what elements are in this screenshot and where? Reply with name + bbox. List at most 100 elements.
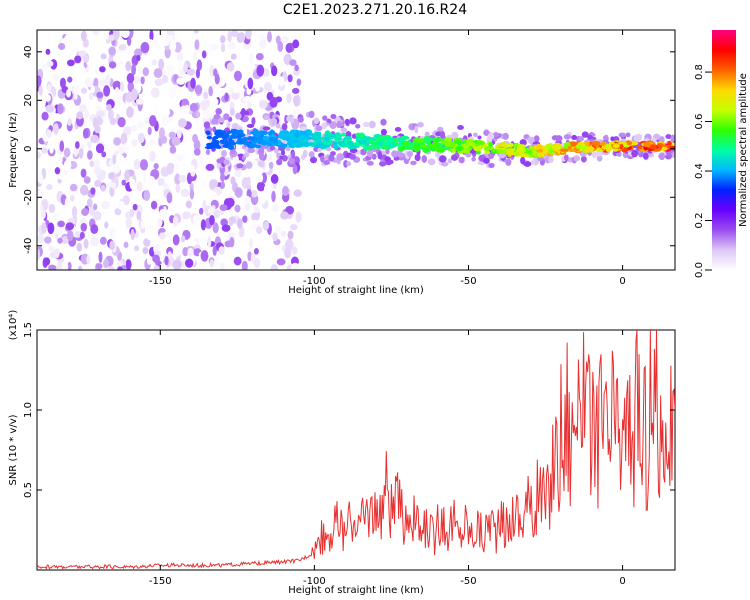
heatmap-cell [248, 238, 254, 249]
heatmap-cell [153, 163, 159, 170]
colorbar-tick-label: 0.0 [694, 262, 705, 278]
heatmap-cell [230, 30, 239, 38]
heatmap-cell [321, 122, 327, 130]
heatmap-cell [432, 137, 442, 143]
heatmap-cell [444, 142, 453, 148]
heatmap-cell [213, 114, 221, 120]
heatmap-cell [323, 139, 332, 144]
heatmap-cell [208, 214, 215, 226]
heatmap-cell [71, 33, 80, 40]
heatmap-cell [234, 204, 241, 213]
heatmap-cell [263, 115, 270, 120]
heatmap-cell [279, 155, 284, 160]
heatmap-cell [183, 222, 189, 229]
heatmap-cell [120, 132, 128, 145]
heatmap-cell [154, 244, 161, 251]
heatmap-cell [123, 142, 129, 154]
heatmap-cell [108, 34, 116, 41]
heatmap-cell [506, 150, 514, 155]
heatmap-cell [542, 148, 549, 155]
snr-multiplier-label: (x10⁴) [8, 310, 19, 341]
heatmap-cell [417, 121, 424, 128]
heatmap-cell [39, 204, 44, 212]
heatmap-cell [48, 264, 57, 270]
heatmap-cell [271, 65, 278, 77]
heatmap-cell [166, 192, 173, 204]
heatmap-cell [219, 156, 226, 162]
heatmap-cell [177, 118, 187, 128]
heatmap-cell [287, 74, 293, 83]
heatmap-cell [496, 149, 504, 155]
heatmap-cell [602, 135, 609, 141]
heatmap-cell [101, 151, 107, 158]
heatmap-cell [477, 160, 485, 166]
heatmap-cell [149, 150, 156, 162]
heatmap-cell [64, 197, 70, 208]
heatmap-cell [275, 123, 281, 129]
heatmap-cell [220, 79, 225, 86]
heatmap-cell [336, 140, 346, 146]
heatmap-cell [117, 116, 126, 128]
heatmap-cell [226, 130, 232, 134]
heatmap-cell [209, 64, 215, 77]
heatmap-cell [567, 145, 572, 150]
heatmap-cell [147, 126, 152, 136]
heatmap-cell [65, 222, 75, 231]
heatmap-cell [596, 155, 603, 162]
heatmap-cell [96, 110, 105, 118]
heatmap-cell [133, 75, 142, 84]
heatmap-cell [268, 136, 277, 142]
heatmap-cell [377, 151, 383, 160]
heatmap-cell [152, 254, 160, 263]
heatmap-cell [101, 200, 110, 210]
heatmap-cell [45, 104, 55, 113]
heatmap-cell [441, 161, 449, 167]
heatmap-cell [255, 144, 262, 149]
heatmap-cell [78, 50, 87, 57]
heatmap-cell [86, 198, 93, 208]
heatmap-cell [349, 117, 357, 125]
heatmap-cell [457, 124, 464, 131]
heatmap-cell [242, 141, 249, 145]
heatmap-cell [83, 238, 89, 249]
heatmap-cell [151, 59, 157, 66]
heatmap-cell [317, 147, 322, 153]
heatmap-cell [213, 257, 220, 268]
heatmap-cell [131, 63, 136, 76]
heatmap-cell [219, 130, 227, 134]
heatmap-cell [271, 190, 276, 203]
heatmap-cell [120, 81, 125, 93]
heatmap-cell [194, 84, 203, 95]
heatmap-cell [37, 233, 45, 245]
heatmap-cell [263, 136, 269, 141]
heatmap-cell [568, 141, 578, 147]
heatmap-cell [161, 39, 170, 47]
heatmap-cell [90, 85, 95, 94]
heatmap-cell [179, 105, 188, 115]
heatmap-cell [247, 77, 254, 90]
heatmap-cell [362, 121, 370, 128]
heatmap-cell [205, 163, 215, 171]
heatmap-cell [238, 32, 246, 43]
heatmap-cell [95, 67, 100, 74]
heatmap-cell [276, 158, 283, 166]
heatmap-cell [125, 217, 133, 229]
heatmap-cell [157, 218, 163, 227]
colorbar-tick-label: 0.2 [694, 213, 705, 229]
heatmap-cell [308, 110, 315, 119]
heatmap-cell [108, 46, 116, 56]
heatmap-frame [36, 29, 676, 271]
heatmap-cell [37, 75, 42, 87]
heatmap-cell [139, 159, 149, 171]
heatmap-cell [293, 95, 299, 107]
heatmap-cell [488, 142, 493, 147]
heatmap-cell [313, 117, 320, 125]
heatmap-cell [183, 63, 188, 73]
heatmap-cell [79, 184, 89, 196]
heatmap-cell [182, 246, 189, 257]
heatmap-cell [202, 39, 210, 51]
x-tick-label: -100 [303, 576, 326, 587]
heatmap-cell [86, 150, 93, 160]
heatmap-cell [519, 139, 527, 146]
heatmap-cell [219, 262, 225, 270]
